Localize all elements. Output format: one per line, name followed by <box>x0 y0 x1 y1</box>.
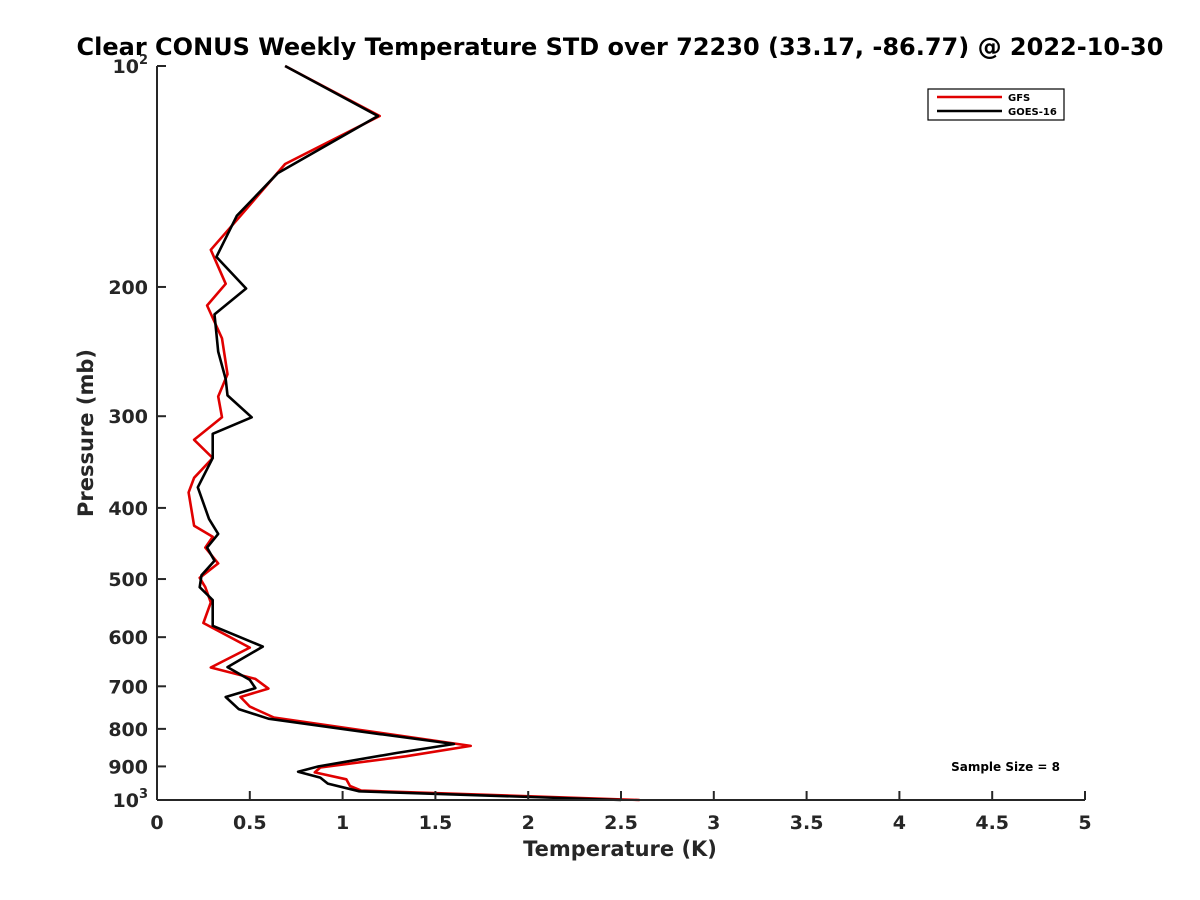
y-tick-label: 800 <box>108 719 148 741</box>
series-line-gfs <box>187 64 640 802</box>
x-tick-label: 4 <box>893 812 906 834</box>
series-line-goes16 <box>196 64 622 802</box>
y-tick-label: 102 <box>113 53 149 78</box>
x-tick-label: 1.5 <box>419 812 453 834</box>
x-tick-label: 1 <box>336 812 349 834</box>
x-tick-label: 0 <box>150 812 163 834</box>
x-tick-label: 2 <box>522 812 535 834</box>
x-tick-label: 2.5 <box>604 812 638 834</box>
y-tick-label: 700 <box>108 676 148 698</box>
x-tick-label: 3.5 <box>790 812 824 834</box>
x-tick-label: 0.5 <box>233 812 267 834</box>
axes-layer: 0 0.5 1 1.5 2 2.5 3 3.5 4 4.5 5 102 200 300 400 500 600 7… <box>108 53 1091 834</box>
series-layer <box>187 64 640 802</box>
chart-title: Clear CONUS Weekly Temperature STD over … <box>77 33 1164 61</box>
y-tick-label: 400 <box>108 498 148 520</box>
legend-label-gfs: GFS <box>1008 93 1030 104</box>
legend-box <box>927 88 1065 121</box>
legend: GFS GOES-16 <box>927 88 1065 121</box>
y-axis-label: Pressure (mb) <box>74 349 98 517</box>
y-tick-label: 300 <box>108 406 148 428</box>
y-tick-label: 103 <box>113 787 149 812</box>
y-tick-label: 500 <box>108 569 148 591</box>
x-tick-label: 5 <box>1078 812 1091 834</box>
sample-size-annotation: Sample Size = 8 <box>951 760 1060 774</box>
y-tick-label: 200 <box>108 277 148 299</box>
x-tick-label: 3 <box>707 812 720 834</box>
legend-label-goes16: GOES-16 <box>1008 107 1057 118</box>
x-axis-label: Temperature (K) <box>523 837 717 861</box>
y-tick-label: 600 <box>108 627 148 649</box>
y-tick-label: 900 <box>108 756 148 778</box>
x-tick-label: 4.5 <box>975 812 1009 834</box>
